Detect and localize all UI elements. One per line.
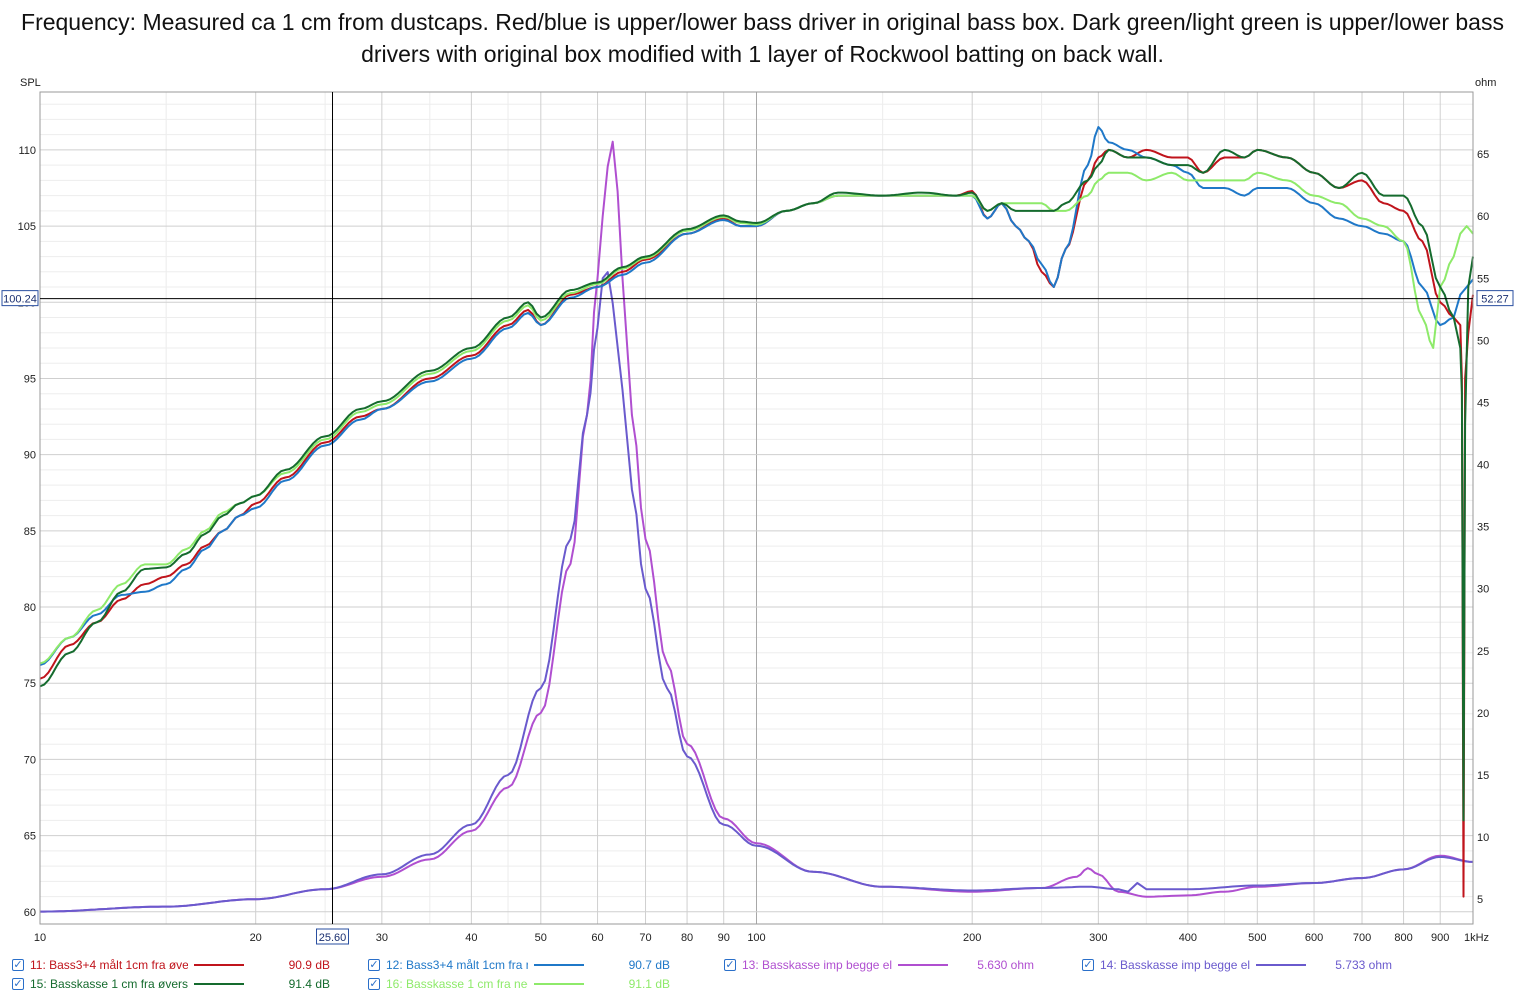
legend: ✓ 11: Bass3+4 målt 1cm fra øverste 90.9 … xyxy=(0,952,1525,996)
y-right-tick-label: 35 xyxy=(1477,522,1489,534)
cursor[interactable]: 25.60 100.24 52.27 xyxy=(1,92,1514,945)
x-tick-label: 90 xyxy=(718,932,730,944)
y-left-tick-label: 90 xyxy=(24,450,36,462)
cursor-x-readout-box xyxy=(316,928,350,945)
x-tick-label: 400 xyxy=(1179,932,1197,944)
y-right-tick-label: 65 xyxy=(1477,149,1489,161)
y-right-tick-label: 50 xyxy=(1477,335,1489,347)
legend-item[interactable]: ✓ 14: Basskasse imp begge elem 5.733 ohm xyxy=(1082,956,1392,974)
legend-value: 91.4 dB xyxy=(288,977,330,991)
legend-swatch xyxy=(1256,964,1306,966)
chart-title: Frequency: Measured ca 1 cm from dustcap… xyxy=(21,9,1504,67)
y-right-tick-labels: 5 10 15 20 25 30 35 40 45 50 55 60 65 xyxy=(1477,149,1489,906)
legend-swatch xyxy=(898,964,948,966)
cursor-y-left-readout-box xyxy=(1,290,39,307)
x-tick-label: 50 xyxy=(535,932,547,944)
major-grid xyxy=(39,92,1473,924)
y-right-tick-label: 30 xyxy=(1477,584,1489,596)
x-tick-label: 40 xyxy=(465,932,477,944)
x-tick-label: 700 xyxy=(1353,932,1371,944)
series-line-14 xyxy=(40,271,1474,913)
y-left-axis-label: SPL xyxy=(20,77,41,89)
x-tick-label: 10 xyxy=(34,932,46,944)
y-right-tick-label: 55 xyxy=(1477,273,1489,285)
legend-item[interactable]: ✓ 16: Basskasse 1 cm fra nederste 91.1 d… xyxy=(368,975,670,993)
y-left-tick-label: 95 xyxy=(24,373,36,385)
x-axis-unit-label: 1kHz xyxy=(1464,932,1489,944)
y-left-tick-label: 75 xyxy=(24,678,36,690)
y-left-tick-label: 105 xyxy=(18,221,36,233)
legend-label: 13: Basskasse imp begge elem xyxy=(742,958,892,972)
series-checkbox[interactable]: ✓ xyxy=(1082,959,1094,971)
y-right-tick-label: 15 xyxy=(1477,770,1489,782)
legend-swatch xyxy=(534,964,584,966)
legend-item[interactable]: ✓ 13: Basskasse imp begge elem 5.630 ohm xyxy=(724,956,1034,974)
legend-item[interactable]: ✓ 11: Bass3+4 målt 1cm fra øverste 90.9 … xyxy=(12,956,330,974)
y-left-tick-label: 85 xyxy=(24,526,36,538)
y-right-tick-label: 45 xyxy=(1477,397,1489,409)
legend-value: 90.9 dB xyxy=(288,958,330,972)
y-left-tick-label: 70 xyxy=(24,754,36,766)
legend-value: 90.7 dB xyxy=(628,958,670,972)
x-tick-label: 100 xyxy=(747,932,765,944)
y-right-tick-label: 5 xyxy=(1477,894,1483,906)
legend-item[interactable]: ✓ 12: Bass3+4 målt 1cm fra nederste 90.7… xyxy=(368,956,670,974)
cursor-y-right-readout: 52.27 xyxy=(1481,294,1509,306)
y-right-tick-label: 40 xyxy=(1477,460,1489,472)
plot-frame xyxy=(39,91,1474,925)
legend-swatch xyxy=(194,964,244,966)
legend-swatch xyxy=(194,983,244,985)
x-tick-label: 20 xyxy=(250,932,262,944)
series-checkbox[interactable]: ✓ xyxy=(724,959,736,971)
series-line-15 xyxy=(39,148,1474,822)
series-checkbox[interactable]: ✓ xyxy=(12,978,24,990)
series-checkbox[interactable]: ✓ xyxy=(368,978,380,990)
legend-label: 16: Basskasse 1 cm fra nederste xyxy=(386,977,528,991)
x-tick-labels: 10 20 30 40 50 60 70 80 90 100 200 300 400 500 600 700 8… xyxy=(34,932,1450,944)
legend-swatch xyxy=(534,983,584,985)
series-checkbox[interactable]: ✓ xyxy=(12,959,24,971)
legend-label: 15: Basskasse 1 cm fra øverste xyxy=(30,977,188,991)
legend-value: 5.630 ohm xyxy=(977,958,1034,972)
y-right-tick-label: 60 xyxy=(1477,211,1489,223)
legend-item[interactable]: ✓ 15: Basskasse 1 cm fra øverste 91.4 dB xyxy=(12,975,330,993)
y-left-tick-label: 60 xyxy=(24,907,36,919)
y-right-tick-label: 20 xyxy=(1477,708,1489,720)
legend-label: 11: Bass3+4 målt 1cm fra øverste xyxy=(30,958,188,972)
series-checkbox[interactable]: ✓ xyxy=(368,959,380,971)
x-tick-label: 600 xyxy=(1305,932,1323,944)
x-tick-label: 500 xyxy=(1248,932,1266,944)
x-tick-label: 200 xyxy=(963,932,981,944)
y-right-axis-label: ohm xyxy=(1475,77,1496,89)
series-layer xyxy=(39,126,1474,913)
x-tick-label: 800 xyxy=(1394,932,1412,944)
y-left-tick-label: 80 xyxy=(24,602,36,614)
cursor-y-right-readout-box xyxy=(1476,290,1514,307)
x-tick-label: 70 xyxy=(639,932,651,944)
frequency-response-chart[interactable]: 10 20 30 40 50 60 70 80 90 100 200 300 400 500 600 700 8… xyxy=(0,0,1525,952)
x-tick-label: 300 xyxy=(1089,932,1107,944)
y-right-tick-label: 25 xyxy=(1477,646,1489,658)
y-right-tick-label: 10 xyxy=(1477,832,1489,844)
y-left-tick-label: 65 xyxy=(24,831,36,843)
y-left-tick-labels: 6065707580859095100105110 xyxy=(18,145,36,919)
legend-value: 91.1 dB xyxy=(628,977,670,991)
legend-label: 14: Basskasse imp begge elem xyxy=(1100,958,1250,972)
x-tick-label: 900 xyxy=(1431,932,1449,944)
y-left-tick-label: 110 xyxy=(18,145,36,157)
x-tick-label: 80 xyxy=(681,932,693,944)
series-line-12 xyxy=(39,126,1474,666)
x-tick-label: 30 xyxy=(376,932,388,944)
legend-label: 12: Bass3+4 målt 1cm fra nederste xyxy=(386,958,528,972)
cursor-x-readout: 25.60 xyxy=(319,932,347,944)
legend-value: 5.733 ohm xyxy=(1335,958,1392,972)
x-tick-label: 60 xyxy=(591,932,603,944)
cursor-y-left-readout: 100.24 xyxy=(3,294,37,306)
